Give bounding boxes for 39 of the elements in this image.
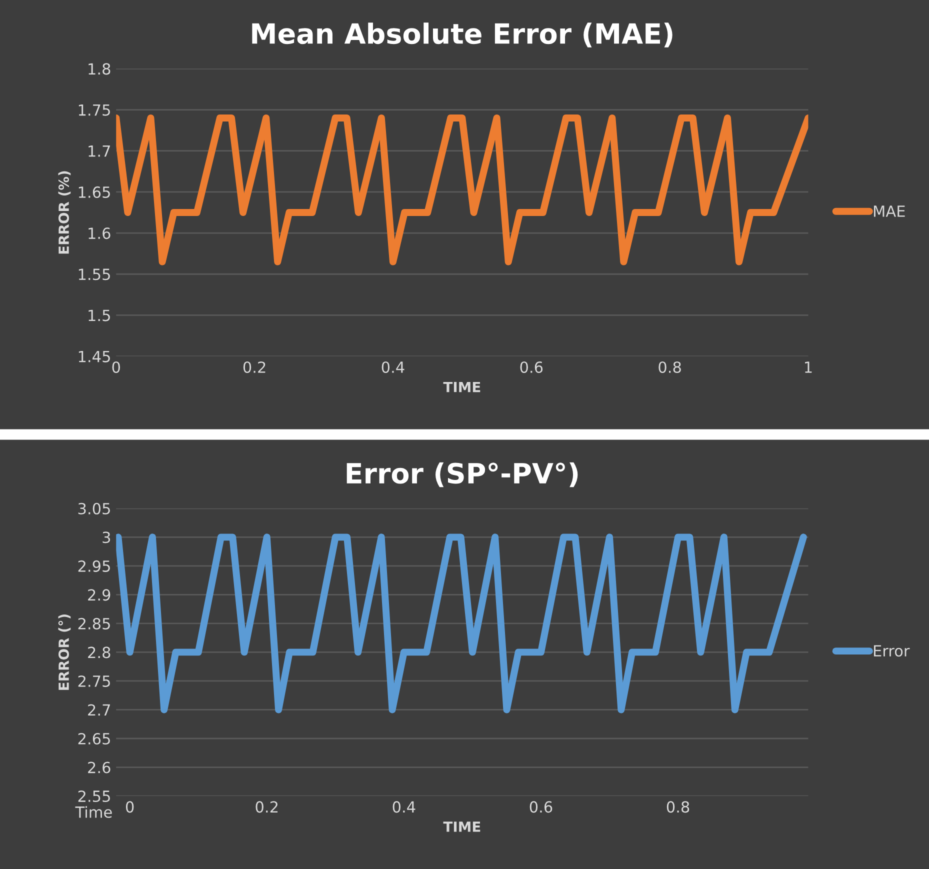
legend-label: MAE <box>874 206 905 217</box>
y-axis-title: ERROR (°) <box>58 614 71 690</box>
y-tick-label: 1.55 <box>78 268 110 280</box>
y-tick-label: 1.5 <box>88 310 110 322</box>
x-tick-label: 0.4 <box>382 361 404 373</box>
y-tick-label: 2.8 <box>88 646 110 658</box>
x-tick-label: 0 <box>126 801 134 813</box>
x-axis-title: TIME <box>443 822 480 832</box>
x-tick-label: 0.2 <box>243 361 266 373</box>
y-tick-label: 2.7 <box>88 704 110 716</box>
y-tick-label: 1.8 <box>88 63 110 75</box>
x-tick-label: 0 <box>112 361 120 373</box>
y-tick-label: 1.45 <box>78 350 110 362</box>
x-tick-label: 0.8 <box>666 801 690 813</box>
x-tick-label: 0.6 <box>530 801 552 813</box>
legend-label: Error <box>874 645 910 657</box>
y-tick-label: 2.55 <box>78 790 110 802</box>
y-tick-label: 1.7 <box>88 146 110 157</box>
x-tick-label: 0.4 <box>392 801 416 813</box>
y-tick-label: 2.6 <box>88 762 110 774</box>
y-tick-label: 1.6 <box>88 228 110 240</box>
y-tick-label: 3.05 <box>78 502 110 514</box>
chart-title: Mean Absolute Error (MAE) <box>252 22 672 48</box>
x-tick-label: 1 <box>805 362 812 373</box>
y-tick-label: 2.75 <box>78 675 110 687</box>
x-tick-label: 0.8 <box>658 361 681 373</box>
chart-title: Error (SP°-PV°) <box>346 462 578 488</box>
x-tick-label: 0.2 <box>256 801 278 813</box>
x-tick-label: 0.6 <box>520 361 543 373</box>
x-axis-title: TIME <box>443 382 480 392</box>
y-tick-label: 3 <box>102 532 110 544</box>
y-tick-label: 1.75 <box>78 104 110 116</box>
y-tick-label: 2.9 <box>88 589 110 601</box>
text: Time <box>75 806 112 818</box>
y-tick-label: 2.85 <box>78 618 110 630</box>
y-tick-label: 2.65 <box>78 732 110 745</box>
y-tick-label: 2.95 <box>78 560 110 572</box>
y-tick-label: 1.65 <box>78 186 110 198</box>
y-axis-title: ERROR (%) <box>58 171 71 254</box>
